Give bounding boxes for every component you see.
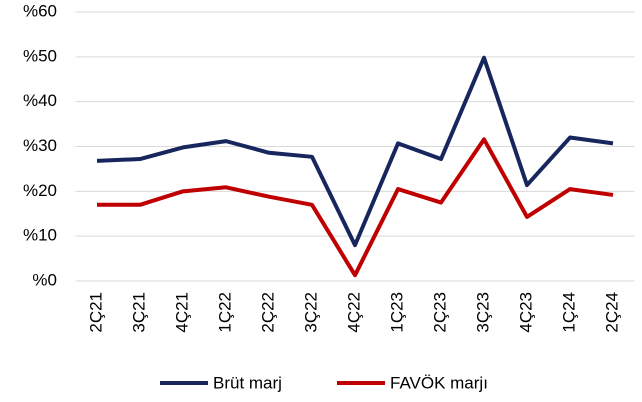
series-line bbox=[96, 55, 614, 248]
y-tick-label: %0 bbox=[32, 270, 57, 289]
legend-label: FAVÖK marjı bbox=[390, 373, 488, 392]
x-tick-label: 1Ç24 bbox=[559, 292, 578, 333]
x-tick-label: 1Ç22 bbox=[215, 292, 234, 333]
x-tick-label: 2Ç24 bbox=[602, 292, 621, 333]
x-tick-label: 3Ç23 bbox=[473, 292, 492, 333]
x-tick-label: 4Ç21 bbox=[172, 292, 191, 333]
x-tick-label: 3Ç21 bbox=[129, 292, 148, 333]
legend-label: Brüt marj bbox=[213, 373, 282, 392]
y-tick-label: %30 bbox=[23, 136, 57, 155]
y-tick-label: %40 bbox=[23, 91, 57, 110]
x-tick-label: 2Ç21 bbox=[86, 292, 105, 333]
x-tick-label: 4Ç23 bbox=[516, 292, 535, 333]
x-tick-label: 3Ç22 bbox=[301, 292, 320, 333]
x-tick-label: 2Ç23 bbox=[430, 292, 449, 333]
y-tick-label: %50 bbox=[23, 46, 57, 65]
y-tick-label: %10 bbox=[23, 226, 57, 245]
x-tick-label: 1Ç23 bbox=[387, 292, 406, 333]
y-tick-label: %20 bbox=[23, 181, 57, 200]
x-tick-label: 2Ç22 bbox=[258, 292, 277, 333]
series-line bbox=[97, 137, 614, 278]
y-tick-label: %60 bbox=[23, 1, 57, 20]
x-tick-label: 4Ç22 bbox=[344, 292, 363, 333]
